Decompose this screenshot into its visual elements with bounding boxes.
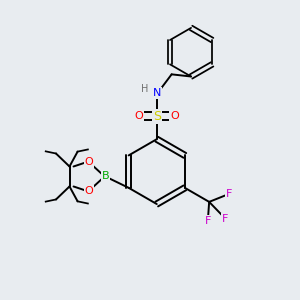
Text: O: O [170, 111, 179, 121]
Text: O: O [85, 158, 93, 167]
Text: F: F [226, 189, 232, 199]
Text: H: H [141, 84, 148, 94]
Text: N: N [153, 88, 161, 98]
Text: O: O [85, 185, 93, 196]
Text: F: F [222, 214, 229, 224]
Text: F: F [205, 216, 211, 226]
Text: B: B [102, 172, 110, 182]
Text: S: S [153, 110, 161, 123]
Text: O: O [135, 111, 144, 121]
